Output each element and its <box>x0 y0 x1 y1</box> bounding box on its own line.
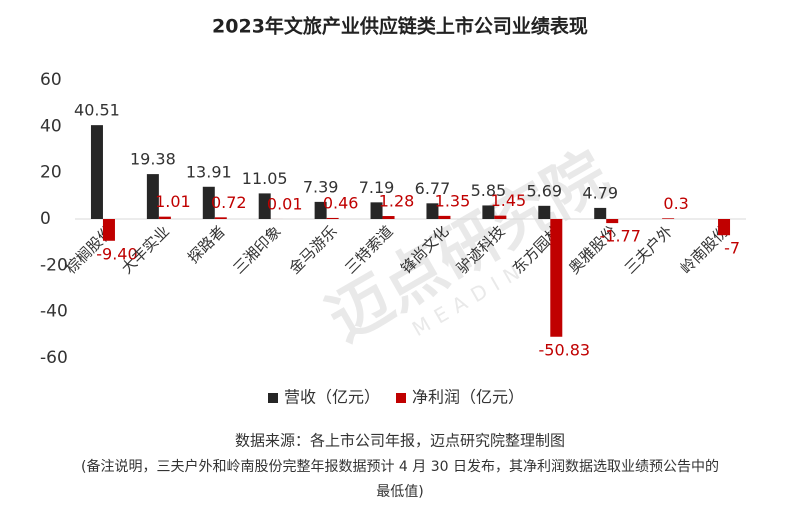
data-label: 13.91 <box>186 162 232 181</box>
legend-swatch <box>268 393 278 403</box>
legend-label: 净利润（亿元） <box>412 388 524 407</box>
bar <box>326 217 339 219</box>
bar <box>258 193 271 219</box>
data-label: 5.85 <box>471 181 507 200</box>
data-label: 6.77 <box>415 179 451 198</box>
data-label: 4.79 <box>582 183 618 202</box>
bar <box>202 186 215 219</box>
data-label: 0.3 <box>663 194 688 213</box>
bar <box>102 219 115 241</box>
data-label: 40.51 <box>74 101 120 120</box>
x-tick-label: 探路者 <box>184 222 229 267</box>
x-tick-label: 三湘印象 <box>230 222 285 277</box>
bar <box>426 203 439 219</box>
bar <box>662 218 675 219</box>
bar <box>158 216 171 219</box>
y-tick-label: 20 <box>40 163 62 183</box>
bar <box>90 125 103 219</box>
y-tick-label: -20 <box>40 255 68 275</box>
data-label: 7.19 <box>359 178 395 197</box>
bar <box>482 205 495 219</box>
bar <box>550 219 563 337</box>
y-tick-label: -60 <box>40 348 68 368</box>
data-label: 0.01 <box>267 194 303 213</box>
chart-title: 2023年文旅产业供应链类上市公司业绩表现 <box>212 15 588 38</box>
data-label: 0.46 <box>323 193 359 212</box>
bar <box>538 205 551 219</box>
x-tick-label: 金马游乐 <box>285 222 340 277</box>
data-label: 1.45 <box>491 191 527 210</box>
bar <box>370 202 383 219</box>
data-label: -7 <box>724 239 740 258</box>
data-label: 1.01 <box>155 192 191 211</box>
bar <box>494 215 507 219</box>
source-note: 数据来源：各上市公司年报，迈点研究院整理制图 <box>235 432 565 450</box>
bar <box>594 207 607 219</box>
y-tick-label: 60 <box>40 70 62 90</box>
footnote: (备注说明，三夫户外和岭南股份完整年报数据预计 4 月 30 日发布，其净利润数… <box>81 458 719 475</box>
data-label: -50.83 <box>539 340 591 359</box>
data-label: 5.69 <box>526 181 562 200</box>
footnote: 最低值) <box>376 484 423 500</box>
data-label: 0.72 <box>211 193 247 212</box>
data-label: -9.40 <box>96 244 137 263</box>
bar <box>718 219 731 236</box>
data-label: 11.05 <box>242 169 288 188</box>
y-tick-label: 40 <box>40 116 62 136</box>
y-tick-label: 0 <box>40 209 51 229</box>
data-label: 7.39 <box>303 177 339 196</box>
bar <box>438 215 451 219</box>
data-label: -1.77 <box>600 227 641 246</box>
data-label: 1.35 <box>435 191 471 210</box>
bar <box>146 174 159 219</box>
bar <box>314 201 327 219</box>
y-tick-label: -40 <box>40 302 68 322</box>
bar <box>606 219 619 224</box>
legend-label: 营收（亿元） <box>284 388 380 407</box>
bar <box>214 217 227 219</box>
bar <box>382 216 395 219</box>
legend-swatch <box>396 393 406 403</box>
data-label: 19.38 <box>130 150 176 169</box>
data-label: 1.28 <box>379 192 415 211</box>
